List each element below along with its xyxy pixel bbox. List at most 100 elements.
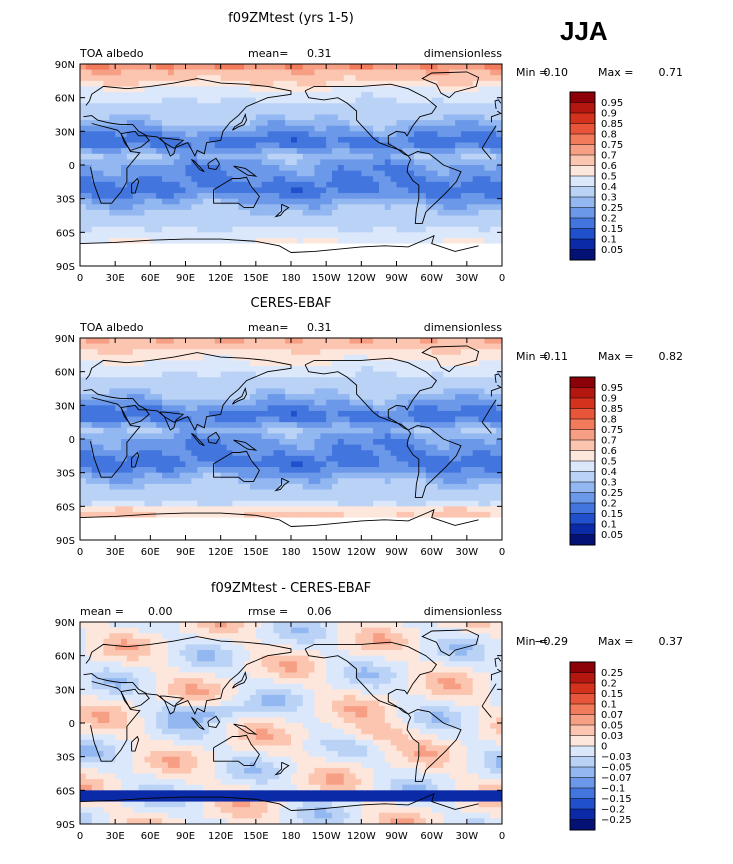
lon-tick-label: 150W bbox=[312, 547, 341, 558]
colorbar-swatch bbox=[570, 197, 595, 208]
colorbar-label: 0.2 bbox=[601, 214, 617, 225]
lat-tick-label: 0 bbox=[69, 719, 75, 730]
units-label: dimensionless bbox=[424, 605, 503, 618]
lon-tick-label: 0 bbox=[77, 831, 83, 842]
lon-tick-label: 120W bbox=[347, 831, 376, 842]
lon-tick-label: 0 bbox=[499, 273, 505, 284]
colorbar-label: 0.07 bbox=[601, 710, 623, 721]
min-value: 0.10 bbox=[544, 66, 569, 79]
colorbar-label: 0.3 bbox=[601, 193, 617, 204]
colorbar-label: 0.05 bbox=[601, 721, 623, 732]
lon-tick-label: 30E bbox=[106, 547, 125, 558]
colorbar-swatch bbox=[570, 820, 595, 831]
colorbar-swatch bbox=[570, 535, 595, 546]
max-value: 0.82 bbox=[659, 350, 684, 363]
lat-tick-label: 60S bbox=[56, 502, 75, 513]
colorbar-label: 0.5 bbox=[601, 172, 617, 183]
colorbar-label: −0.2 bbox=[601, 805, 625, 816]
lon-tick-label: 30W bbox=[456, 831, 479, 842]
rmse-label: rmse = bbox=[248, 605, 288, 618]
colorbar-swatch bbox=[570, 398, 595, 409]
colorbar-swatch bbox=[570, 239, 595, 250]
panel-title: CERES-EBAF bbox=[251, 296, 332, 311]
colorbar-swatch bbox=[570, 409, 595, 420]
colorbar-label: 0.4 bbox=[601, 467, 617, 478]
max-value: 0.71 bbox=[659, 66, 684, 79]
colorbar-swatch bbox=[570, 103, 595, 114]
colorbar: 0.950.90.850.80.750.70.60.50.40.30.250.2… bbox=[570, 92, 623, 260]
rmse-value: 0.06 bbox=[307, 605, 332, 618]
colorbar-swatch bbox=[570, 503, 595, 514]
colorbar-swatch bbox=[570, 524, 595, 535]
colorbar-label: 0.25 bbox=[601, 488, 623, 499]
colorbar-swatch bbox=[570, 92, 595, 103]
colorbar-label: 0.15 bbox=[601, 689, 623, 700]
lon-tick-label: 90W bbox=[385, 273, 408, 284]
lon-tick-label: 120E bbox=[208, 831, 233, 842]
colorbar-label: 0.9 bbox=[601, 394, 617, 405]
colorbar-label: 0.95 bbox=[601, 98, 623, 109]
colorbar-swatch bbox=[570, 134, 595, 145]
colorbar-label: 0.25 bbox=[601, 668, 623, 679]
colorbar-label: 0.75 bbox=[601, 425, 623, 436]
colorbar-swatch bbox=[570, 799, 595, 810]
colorbar-swatch bbox=[570, 166, 595, 177]
lon-tick-label: 0 bbox=[499, 831, 505, 842]
colorbar-swatch bbox=[570, 767, 595, 778]
lon-tick-label: 150E bbox=[243, 273, 268, 284]
colorbar-label: 0.8 bbox=[601, 415, 617, 426]
colorbar-label: 0.1 bbox=[601, 700, 617, 711]
colorbar-swatch bbox=[570, 788, 595, 799]
colorbar-swatch bbox=[570, 673, 595, 684]
colorbar-swatch bbox=[570, 187, 595, 198]
colorbar-swatch bbox=[570, 145, 595, 156]
panel-title: f09ZMtest (yrs 1-5) bbox=[228, 11, 354, 26]
lon-tick-label: 60W bbox=[420, 273, 443, 284]
lat-tick-label: 30N bbox=[55, 401, 75, 412]
colorbar-label: −0.1 bbox=[601, 784, 625, 795]
colorbar-label: 0.85 bbox=[601, 119, 623, 130]
lon-tick-label: 60E bbox=[141, 547, 160, 558]
lat-tick-label: 0 bbox=[69, 435, 75, 446]
lon-tick-label: 90W bbox=[385, 831, 408, 842]
lon-tick-label: 30W bbox=[456, 547, 479, 558]
max-label: Max = bbox=[598, 350, 633, 363]
lon-tick-label: 90E bbox=[176, 547, 195, 558]
colorbar-swatch bbox=[570, 377, 595, 388]
lat-tick-label: 90N bbox=[55, 60, 75, 71]
colorbar-swatch bbox=[570, 124, 595, 135]
colorbar-swatch bbox=[570, 482, 595, 493]
variable-label: TOA albedo bbox=[79, 321, 144, 334]
colorbar-label: 0.03 bbox=[601, 731, 623, 742]
colorbar-label: 0.7 bbox=[601, 436, 617, 447]
lat-tick-label: 60S bbox=[56, 786, 75, 797]
colorbar-swatch bbox=[570, 715, 595, 726]
lon-tick-label: 120E bbox=[208, 547, 233, 558]
colorbar: 0.250.20.150.10.070.050.030−0.03−0.05−0.… bbox=[570, 662, 632, 830]
colorbar-label: 0.8 bbox=[601, 130, 617, 141]
colorbar-swatch bbox=[570, 440, 595, 451]
colorbar-label: 0.6 bbox=[601, 446, 617, 457]
min-value: 0.11 bbox=[544, 350, 569, 363]
lon-tick-label: 90W bbox=[385, 547, 408, 558]
colorbar-swatch bbox=[570, 451, 595, 462]
lat-tick-label: 0 bbox=[69, 161, 75, 172]
lat-tick-label: 60S bbox=[56, 228, 75, 239]
variable-label: TOA albedo bbox=[79, 47, 144, 60]
colorbar-swatch bbox=[570, 757, 595, 768]
colorbar-swatch bbox=[570, 778, 595, 789]
lon-tick-label: 150E bbox=[243, 547, 268, 558]
colorbar-swatch bbox=[570, 250, 595, 261]
lon-tick-label: 30E bbox=[106, 831, 125, 842]
lat-tick-label: 30S bbox=[56, 753, 75, 764]
colorbar-label: 0.05 bbox=[601, 530, 623, 541]
colorbar-swatch bbox=[570, 430, 595, 441]
colorbar-swatch bbox=[570, 662, 595, 673]
min-value: −0.29 bbox=[534, 635, 568, 648]
colorbar-swatch bbox=[570, 809, 595, 820]
colorbar-swatch bbox=[570, 514, 595, 525]
